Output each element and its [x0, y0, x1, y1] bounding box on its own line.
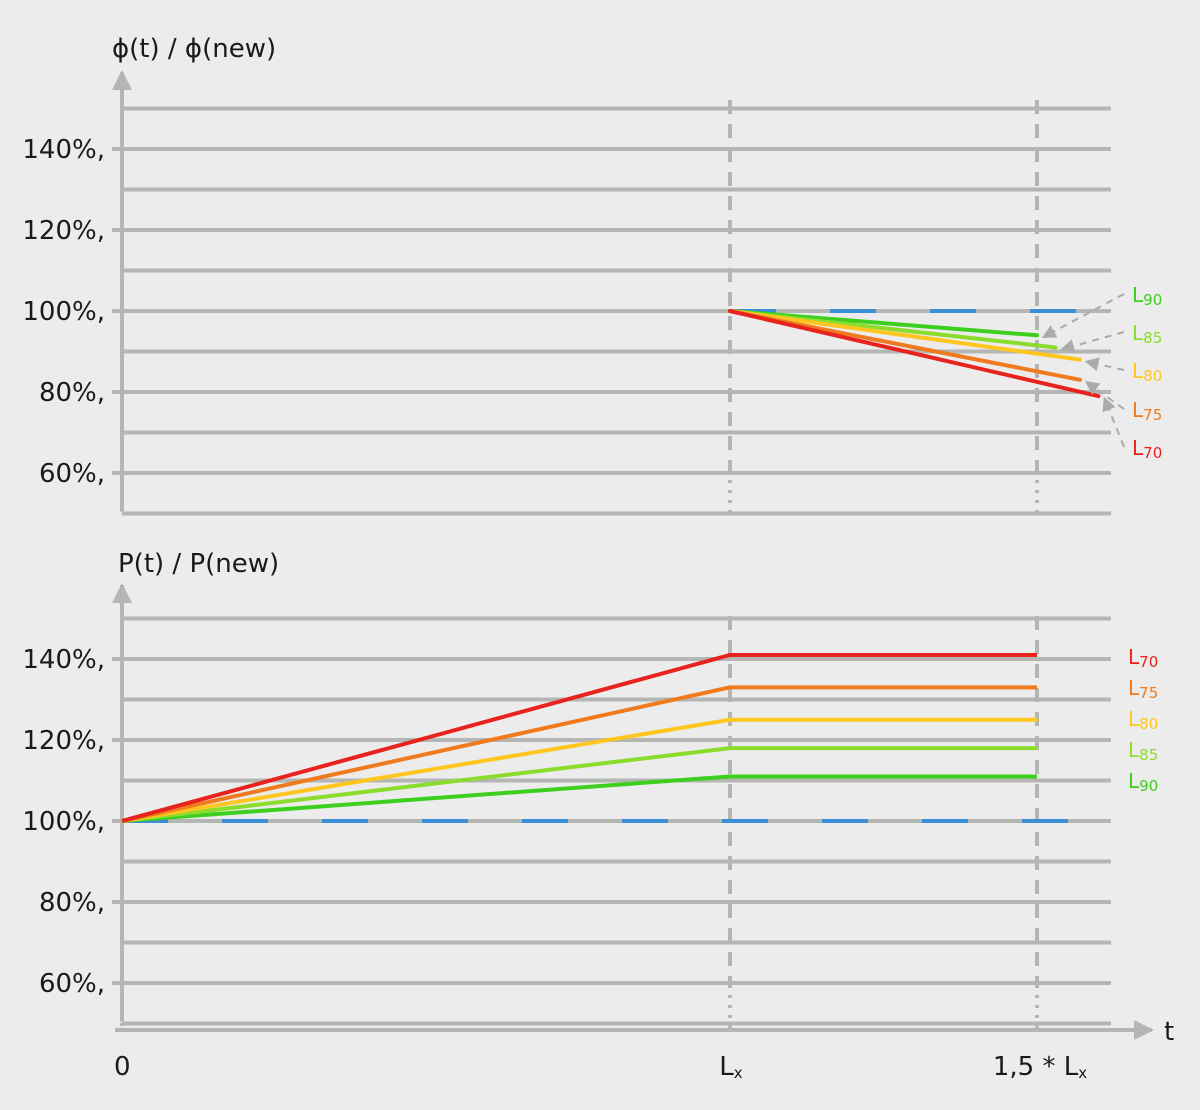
flux-y-ticks: 140%, 120%, 100%, 80%, 60%, [22, 135, 105, 489]
legend-connector-arrow [1084, 357, 1125, 372]
flux-series [122, 309, 1111, 399]
legend-label-l85: L85 [1132, 321, 1162, 347]
legend-label-l70: L70 [1128, 645, 1158, 671]
legend-label-l80: L80 [1128, 707, 1158, 733]
y-tick-label: 140%, [22, 645, 105, 675]
y-tick-label: 120%, [22, 726, 105, 756]
flux-legend: L90 L85 L80 L75 L70 [1041, 283, 1162, 462]
power-legend: L70 L75 L80 L85 L90 [1128, 645, 1158, 795]
y-tick-label: 60%, [39, 969, 105, 999]
flux-series-line-l70 [728, 309, 1101, 399]
power-series-line-l75 [121, 685, 1037, 823]
power-series-line-l85 [121, 746, 1037, 823]
power-y-ticks: 140%, 120%, 100%, 80%, 60%, [22, 645, 105, 999]
legend-label-l85: L85 [1128, 738, 1158, 764]
x-tick-labels: 0 Lx 1,5 * Lx [114, 1052, 1087, 1082]
legend-connector-arrow [1060, 331, 1125, 353]
y-tick-label: 100%, [22, 807, 105, 837]
power-gridlines [112, 583, 1111, 1028]
power-series-line-l90 [121, 774, 1037, 823]
legend-label-l75: L75 [1132, 398, 1162, 424]
power-series-line-l70 [121, 652, 1037, 823]
y-tick-label: 140%, [22, 135, 105, 165]
x-axis: t 0 Lx 1,5 * Lx [114, 1017, 1174, 1082]
y-tick-label: 100%, [22, 297, 105, 327]
y-tick-label: 60%, [39, 459, 105, 489]
legend-label-l75: L75 [1128, 676, 1158, 702]
x-tick-label: 1,5 * Lx [993, 1052, 1087, 1082]
flux-panel: ϕ(t) / ϕ(new) 140%, 120%, 100%, 80%, 60%, L9… [22, 34, 1162, 516]
power-series [121, 652, 1111, 823]
flux-y-axis-title: ϕ(t) / ϕ(new) [112, 34, 276, 64]
y-tick-label: 80%, [39, 378, 105, 408]
legend-label-l70: L70 [1132, 436, 1162, 462]
legend-label-l90: L90 [1128, 769, 1158, 795]
legend-connector-arrow [1102, 396, 1125, 448]
power-panel: P(t) / P(new) 140%, 120%, 100%, 80%, 60%, L7… [22, 549, 1158, 1028]
flux-gridlines [112, 70, 1111, 516]
y-tick-label: 120%, [22, 216, 105, 246]
x-tick-label: Lx [719, 1052, 743, 1082]
power-series-line-l80 [121, 717, 1037, 823]
x-tick-label: 0 [114, 1052, 131, 1082]
flux-series-line-l80 [728, 309, 1082, 362]
legend-label-l80: L80 [1132, 359, 1162, 385]
legend-connector-arrow [1041, 293, 1125, 339]
x-axis-title: t [1164, 1017, 1174, 1047]
power-y-axis-title: P(t) / P(new) [118, 549, 279, 579]
legend-label-l90: L90 [1132, 283, 1162, 309]
y-tick-label: 80%, [39, 888, 105, 918]
